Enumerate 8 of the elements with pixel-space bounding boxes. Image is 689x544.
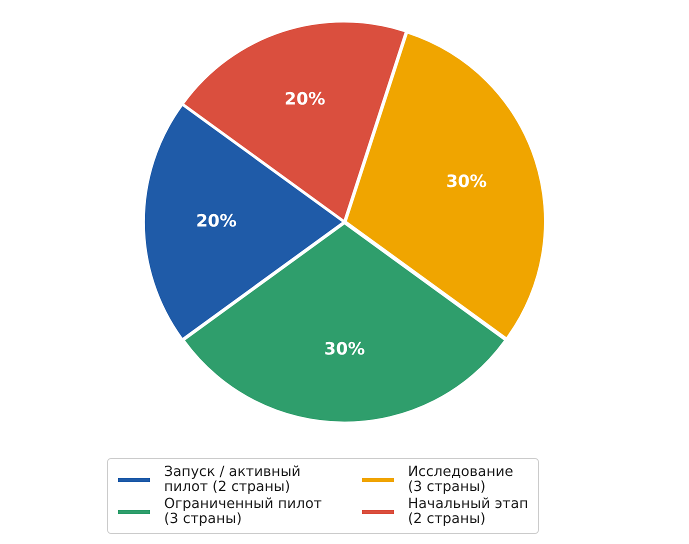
legend-label: Ограниченный пилот (3 страны) [164, 496, 322, 527]
data-label: 20% [284, 89, 326, 110]
data-label: 30% [324, 340, 365, 360]
data-label: 30% [446, 172, 487, 192]
legend-label: Запуск / активный пилот (2 страны) [164, 464, 301, 495]
legend-label: Начальный этап (2 страны) [408, 496, 528, 527]
data-label: 20% [196, 211, 237, 232]
legend-label: Исследование (3 страны) [408, 464, 514, 495]
